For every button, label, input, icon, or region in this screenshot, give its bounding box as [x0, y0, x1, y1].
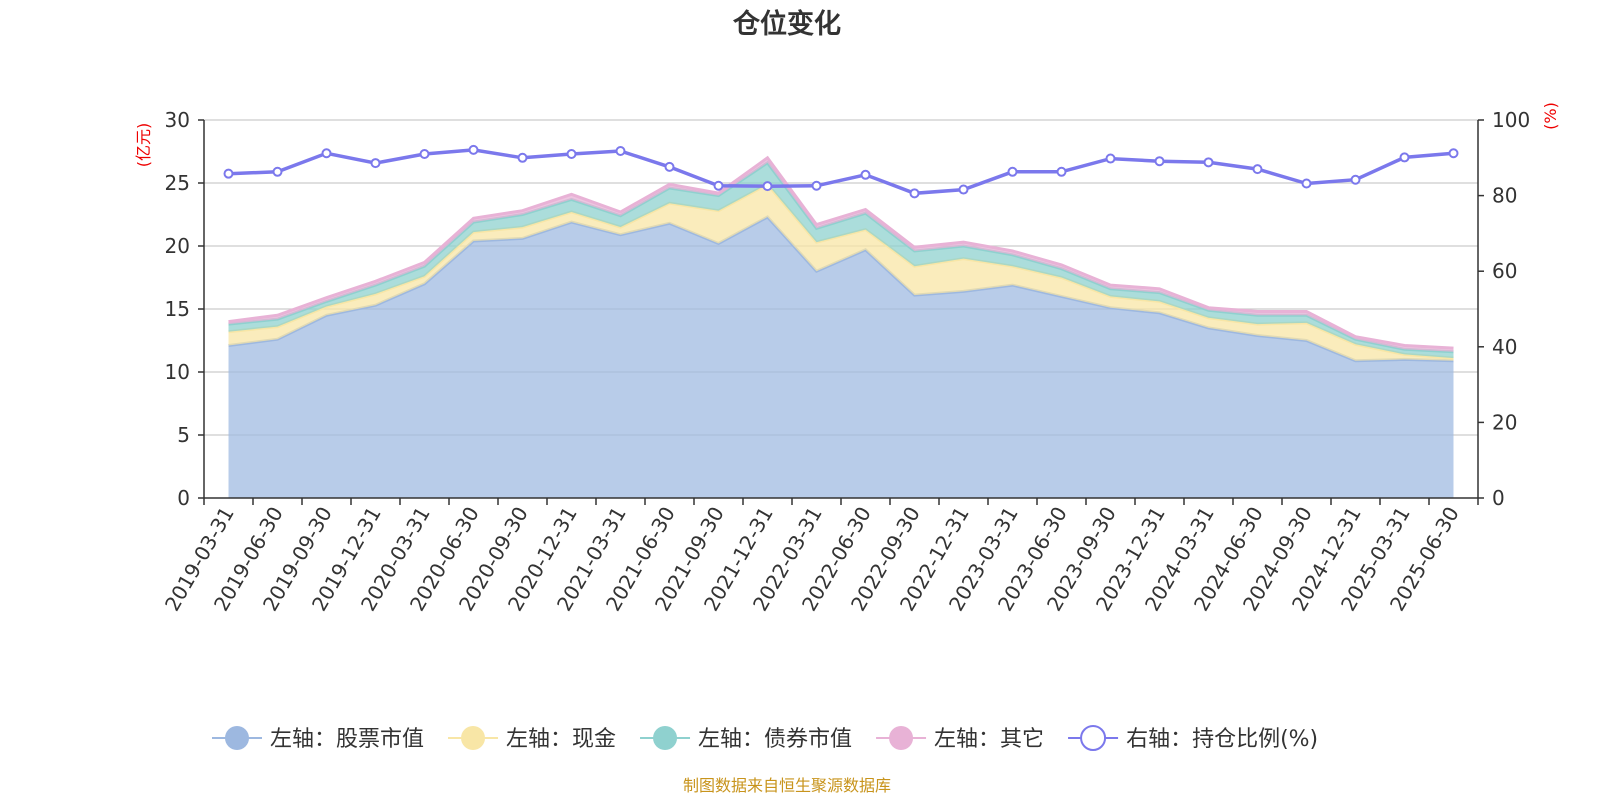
ratio-point	[1448, 148, 1459, 159]
ratio-point	[468, 144, 479, 155]
legend-item-4[interactable]: 右轴：持仓比例(%)	[1068, 725, 1318, 752]
ratio-line	[223, 144, 1459, 199]
legend-label: 左轴：股票市值	[270, 727, 424, 752]
legend-item-1[interactable]: 左轴：现金	[448, 726, 616, 752]
legend-label: 右轴：持仓比例(%)	[1126, 727, 1318, 752]
ratio-point	[1154, 156, 1165, 167]
ratio-point	[272, 166, 283, 177]
area-series-0	[228, 217, 1454, 498]
chart-title: 仓位变化	[732, 8, 841, 40]
right-axis-tick-label: 60	[1492, 259, 1517, 283]
right-axis-unit: (%)	[1541, 102, 1560, 130]
ratio-point	[370, 158, 381, 169]
area-edge-3	[228, 155, 1454, 350]
right-axis-tick-label: 0	[1492, 486, 1505, 510]
legend-marker	[889, 726, 914, 750]
ratio-line-path	[228, 148, 1454, 196]
left-axis-tick-label: 0	[177, 486, 190, 510]
ratio-point	[321, 148, 332, 159]
ratio-point	[1301, 178, 1312, 189]
ratio-point	[713, 180, 724, 191]
ratio-point	[1056, 166, 1067, 177]
ratio-point	[1399, 152, 1410, 163]
left-axis-unit: (亿元)	[134, 123, 153, 168]
legend-marker	[653, 726, 678, 750]
legend-marker	[461, 726, 486, 750]
ratio-point	[223, 168, 234, 179]
left-axis-tick-label: 30	[165, 108, 190, 132]
legend-item-3[interactable]: 左轴：其它	[876, 726, 1044, 752]
legend-marker	[1080, 725, 1107, 751]
ratio-point	[1007, 166, 1018, 177]
ratio-point	[517, 152, 528, 163]
right-axis-tick-label: 20	[1492, 410, 1517, 434]
ratio-point	[1105, 153, 1116, 164]
legend-label: 左轴：债券市值	[698, 727, 852, 752]
ratio-point	[664, 161, 675, 172]
right-axis-tick-label: 40	[1492, 335, 1517, 359]
legend: 左轴：股票市值 左轴：现金 左轴：债券市值 左轴：其它 右轴：持仓比例(%)	[212, 725, 1318, 752]
legend-label: 左轴：其它	[934, 727, 1044, 752]
legend-item-0[interactable]: 左轴：股票市值	[212, 726, 424, 752]
ratio-point	[1350, 174, 1361, 185]
ratio-point	[909, 188, 920, 199]
ratio-point	[566, 149, 577, 160]
right-axis-tick-label: 100	[1492, 108, 1530, 132]
left-axis-tick-label: 20	[165, 234, 190, 258]
ratio-point	[811, 180, 822, 191]
legend-marker	[225, 726, 249, 750]
left-axis-tick-label: 10	[165, 360, 190, 384]
ratio-point	[762, 181, 773, 192]
left-axis-tick-label: 5	[177, 423, 190, 447]
left-axis-tick-label: 25	[165, 171, 190, 195]
ratio-point	[1252, 164, 1263, 175]
ratio-point	[615, 145, 626, 156]
legend-label: 左轴：现金	[506, 727, 616, 752]
right-axis-tick-label: 80	[1492, 184, 1517, 208]
ratio-point	[860, 169, 871, 180]
legend-item-2[interactable]: 左轴：债券市值	[640, 726, 852, 752]
area-series-1	[228, 184, 1454, 361]
ratio-point	[1203, 157, 1214, 168]
ratio-point	[958, 184, 969, 195]
ratio-point	[419, 149, 430, 160]
left-axis-tick-label: 15	[165, 297, 190, 321]
stacked-areas	[228, 155, 1454, 498]
data-source: 制图数据来自恒生聚源数据库	[683, 776, 891, 795]
